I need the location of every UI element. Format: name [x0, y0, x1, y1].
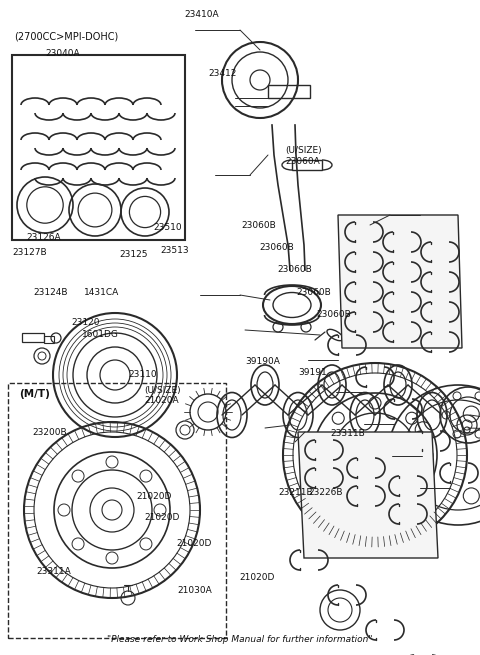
Text: 21020D: 21020D — [239, 573, 275, 582]
Text: (U/SIZE): (U/SIZE) — [286, 146, 322, 155]
Text: 39191: 39191 — [299, 367, 327, 377]
Text: "Please refer to Work Shop Manual for further information": "Please refer to Work Shop Manual for fu… — [107, 635, 373, 645]
Text: 21020D: 21020D — [137, 492, 172, 501]
Text: 23412: 23412 — [209, 69, 237, 78]
Text: 23311A: 23311A — [36, 567, 71, 576]
Text: 21020D: 21020D — [144, 513, 180, 522]
Text: 1431CA: 1431CA — [84, 288, 119, 297]
Text: 23110: 23110 — [129, 370, 157, 379]
Text: 23126A: 23126A — [26, 233, 61, 242]
Text: 1601DG: 1601DG — [82, 329, 119, 339]
Bar — [12, 55, 185, 240]
Text: 23120: 23120 — [71, 318, 99, 327]
Text: 23124B: 23124B — [34, 288, 68, 297]
Bar — [292, 160, 322, 170]
Text: 23060B: 23060B — [277, 265, 312, 274]
Text: 23510: 23510 — [154, 223, 182, 233]
Polygon shape — [298, 432, 438, 558]
Bar — [8, 383, 226, 638]
Text: 23060B: 23060B — [317, 310, 351, 319]
Text: (2700CC>MPI-DOHC): (2700CC>MPI-DOHC) — [14, 31, 119, 41]
Text: 23040A: 23040A — [46, 49, 80, 58]
Text: 23311B: 23311B — [330, 429, 365, 438]
Text: 21020A: 21020A — [144, 396, 179, 405]
Text: 23226B: 23226B — [308, 488, 343, 497]
Text: 21020D: 21020D — [177, 539, 212, 548]
Text: 23211B: 23211B — [278, 488, 313, 497]
Text: 39190A: 39190A — [245, 357, 280, 366]
Text: 23410A: 23410A — [185, 10, 219, 19]
Text: 23060B: 23060B — [259, 243, 294, 252]
Polygon shape — [338, 215, 462, 348]
Text: 23060B: 23060B — [241, 221, 276, 230]
Bar — [44, 336, 54, 343]
Text: 23125: 23125 — [119, 250, 147, 259]
Text: 21030A: 21030A — [178, 586, 212, 595]
Text: 23060B: 23060B — [297, 288, 331, 297]
Text: (M/T): (M/T) — [19, 389, 50, 400]
Text: 23127B: 23127B — [12, 248, 47, 257]
Bar — [22, 333, 44, 342]
Text: 23200B: 23200B — [33, 428, 67, 437]
Text: 23513: 23513 — [161, 246, 190, 255]
Bar — [268, 85, 310, 98]
Text: 23060A: 23060A — [286, 157, 320, 166]
Text: (U/SIZE): (U/SIZE) — [144, 386, 180, 395]
